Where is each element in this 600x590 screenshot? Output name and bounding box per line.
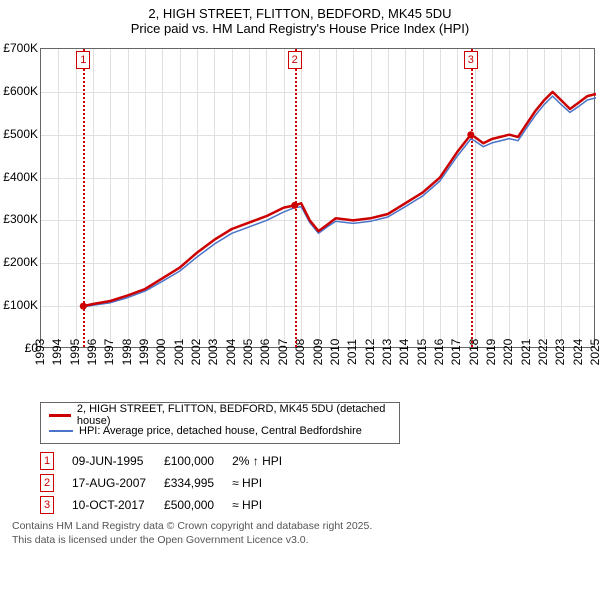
y-tick-label: £600K bbox=[3, 84, 38, 98]
transactions-table: 1 09-JUN-1995£100,0002% ↑ HPI 2 17-AUG-2007… bbox=[40, 450, 588, 516]
legend-row: 2, HIGH STREET, FLITTON, BEDFORD, MK45 5… bbox=[49, 407, 391, 423]
chart-container: 123 £0£100K£200K£300K£400K£500K£600K£700… bbox=[0, 38, 600, 398]
footer-line: This data is licensed under the Open Gov… bbox=[12, 534, 588, 548]
transaction-index-box: 2 bbox=[40, 474, 54, 492]
transaction-row: 1 09-JUN-1995£100,0002% ↑ HPI bbox=[40, 450, 300, 472]
transaction-date: 17-AUG-2007 bbox=[72, 472, 164, 494]
legend-label: 2, HIGH STREET, FLITTON, BEDFORD, MK45 5… bbox=[77, 403, 391, 427]
legend-row: HPI: Average price, detached house, Cent… bbox=[49, 423, 391, 439]
y-tick-label: £400K bbox=[3, 170, 38, 184]
transaction-date: 10-OCT-2017 bbox=[72, 494, 164, 516]
sale-marker-box: 3 bbox=[464, 51, 478, 69]
transaction-note: ≈ HPI bbox=[232, 494, 300, 516]
transaction-date: 09-JUN-1995 bbox=[72, 450, 164, 472]
transaction-price: £334,995 bbox=[164, 472, 232, 494]
sale-marker-box: 1 bbox=[76, 51, 90, 69]
y-tick-label: £500K bbox=[3, 127, 38, 141]
transaction-note: 2% ↑ HPI bbox=[232, 450, 300, 472]
y-tick-label: £100K bbox=[3, 298, 38, 312]
y-tick-label: £200K bbox=[3, 255, 38, 269]
transaction-row: 2 17-AUG-2007£334,995≈ HPI bbox=[40, 472, 300, 494]
legend-box: 2, HIGH STREET, FLITTON, BEDFORD, MK45 5… bbox=[40, 402, 400, 444]
transaction-index-box: 3 bbox=[40, 496, 54, 514]
chart-lines-svg bbox=[41, 49, 596, 349]
title-address: 2, HIGH STREET, FLITTON, BEDFORD, MK45 5… bbox=[0, 6, 600, 21]
transaction-price: £100,000 bbox=[164, 450, 232, 472]
legend-label: HPI: Average price, detached house, Cent… bbox=[79, 425, 362, 437]
legend-swatch-blue bbox=[49, 430, 73, 432]
transaction-row: 3 10-OCT-2017£500,000≈ HPI bbox=[40, 494, 300, 516]
transaction-index-box: 1 bbox=[40, 452, 54, 470]
y-tick-label: £700K bbox=[3, 41, 38, 55]
y-tick-label: £300K bbox=[3, 212, 38, 226]
transaction-price: £500,000 bbox=[164, 494, 232, 516]
title-subtitle: Price paid vs. HM Land Registry's House … bbox=[0, 21, 600, 36]
sale-marker-box: 2 bbox=[288, 51, 302, 69]
footer-line: Contains HM Land Registry data © Crown c… bbox=[12, 520, 588, 534]
plot-area: 1 2 3 bbox=[40, 48, 595, 348]
legend-swatch-red bbox=[49, 414, 71, 417]
licence-footer: Contains HM Land Registry data © Crown c… bbox=[12, 520, 588, 547]
chart-title-block: 2, HIGH STREET, FLITTON, BEDFORD, MK45 5… bbox=[0, 0, 600, 38]
transaction-note: ≈ HPI bbox=[232, 472, 300, 494]
